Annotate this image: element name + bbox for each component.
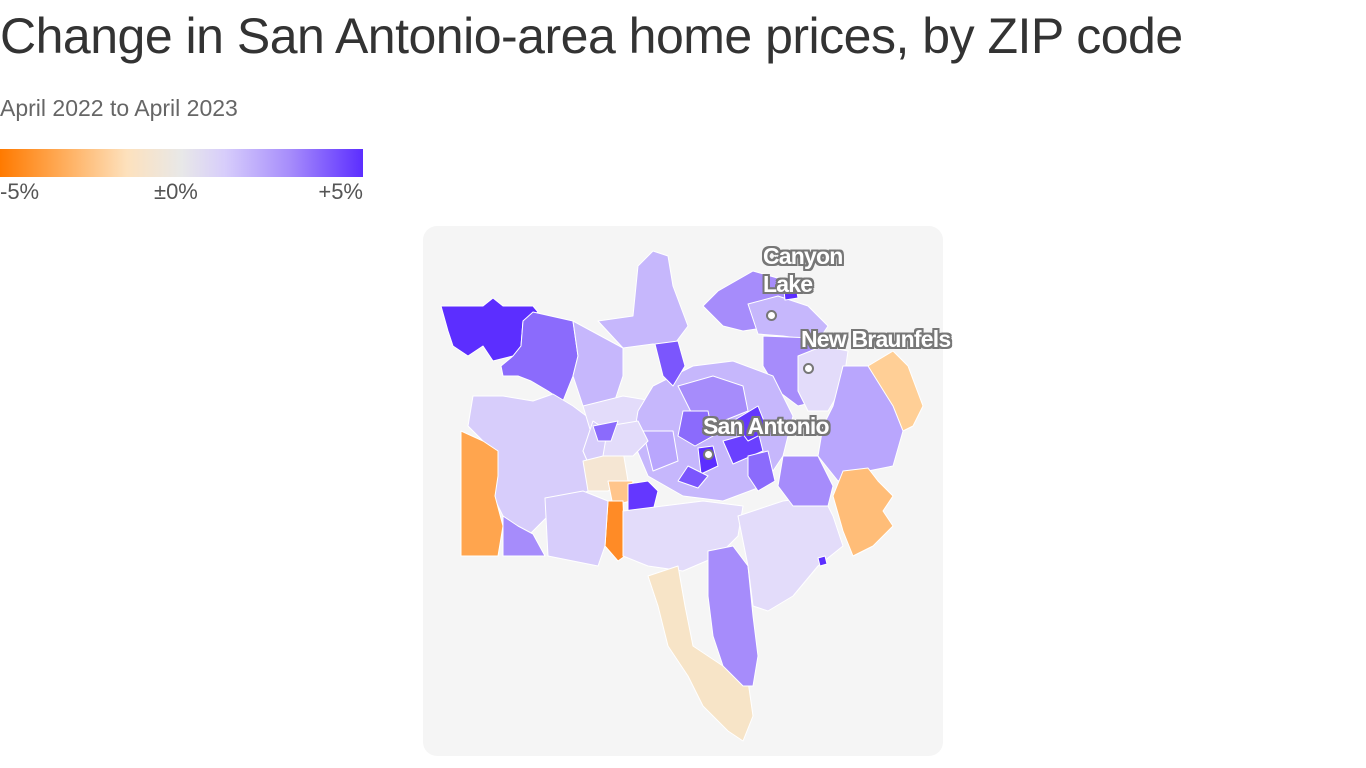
zip-region-seguin[interactable]: [832, 467, 894, 557]
zip-region-inner-2[interactable]: [642, 430, 679, 472]
legend-gradient-bar: [0, 149, 363, 177]
chart-subtitle: April 2022 to April 2023: [0, 95, 238, 121]
zip-region-pleasanton[interactable]: [647, 565, 754, 742]
zip-region-canyon-dark[interactable]: [782, 280, 799, 301]
legend-min-label: -5%: [0, 179, 40, 204]
city-label-line: Canyon: [763, 243, 843, 269]
zip-region-canyon-lake[interactable]: [747, 295, 829, 342]
color-legend: -5% ±0% +5%: [0, 149, 363, 207]
zip-region-downtown-3[interactable]: [677, 465, 709, 489]
zip-region-sw-lytle[interactable]: [604, 500, 626, 562]
zip-region-se-small-dark[interactable]: [817, 555, 828, 567]
city-label-line: Lake: [763, 271, 813, 297]
zip-region-east-inner[interactable]: [777, 455, 834, 507]
city-label: Canyon Lake: [763, 242, 843, 298]
zip-region-sw-purple[interactable]: [502, 515, 546, 557]
city-label: San Antonio: [703, 412, 830, 440]
zip-region-north-1[interactable]: [597, 250, 689, 349]
city-marker-icon: [766, 310, 777, 321]
legend-max-label: +5%: [318, 179, 363, 204]
zip-region-inner-1[interactable]: [677, 410, 714, 447]
city-label-line: New Braunfels: [801, 326, 951, 352]
legend-mid-label: ±0%: [154, 179, 198, 204]
zip-region-nw-inner-purple[interactable]: [592, 420, 619, 442]
zip-region-inner-east-dark[interactable]: [732, 405, 769, 442]
city-marker-icon: [803, 363, 814, 374]
city-label-line: San Antonio: [703, 413, 830, 439]
zip-region-sw-3[interactable]: [544, 490, 609, 567]
zip-region-south-purple[interactable]: [707, 545, 759, 687]
zip-choropleth-map: [440, 250, 924, 742]
city-marker-icon: [703, 449, 714, 460]
zip-region-inner-east[interactable]: [747, 450, 776, 492]
city-label: New Braunfels: [801, 325, 951, 353]
map-panel: Canyon Lake New Braunfels San Antonio: [423, 226, 951, 756]
legend-labels: -5% ±0% +5%: [0, 177, 363, 207]
zip-region-se-big[interactable]: [737, 495, 844, 612]
chart-title: Change in San Antonio-area home prices, …: [0, 8, 1183, 64]
zip-region-inner-nw-dark[interactable]: [654, 340, 686, 387]
zip-region-far-west-orange[interactable]: [460, 430, 504, 557]
